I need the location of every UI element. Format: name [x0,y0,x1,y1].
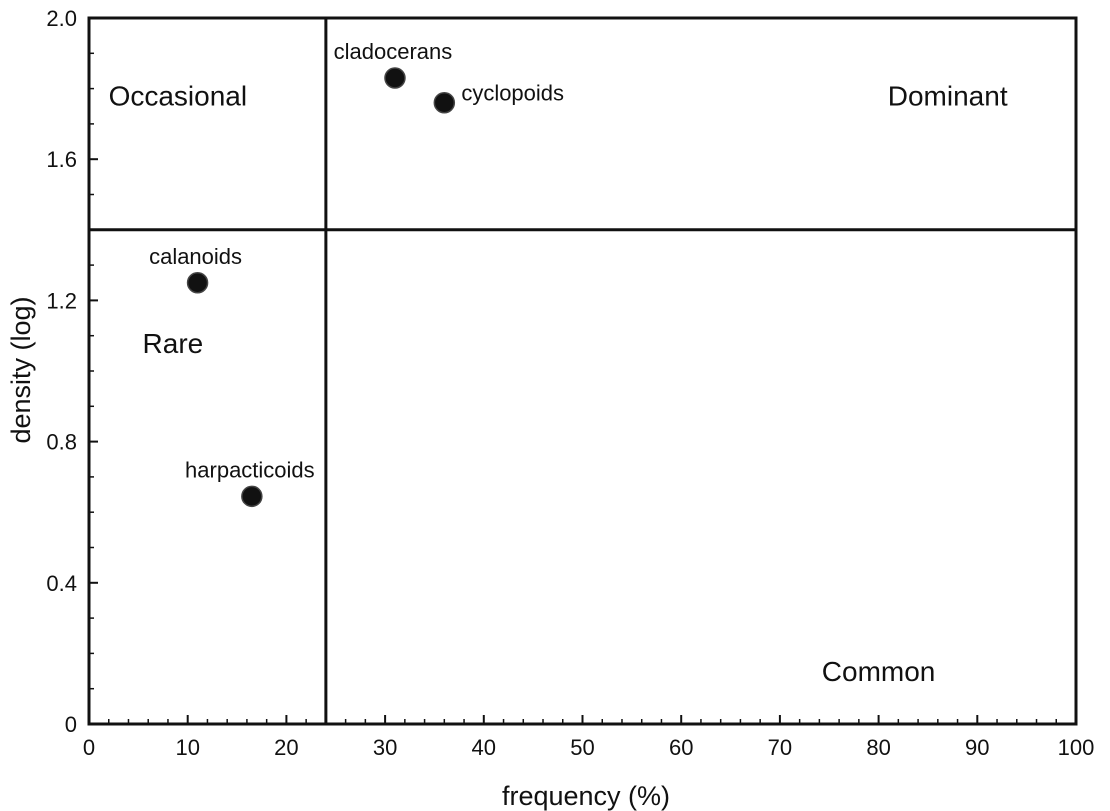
data-point-cladocerans [384,67,406,89]
plot-frame [87,16,1078,726]
y-tick-label: 1.2 [46,288,77,313]
region-label: Occasional [109,81,248,112]
x-tick-label: 70 [768,735,792,760]
x-tick-label: 50 [570,735,594,760]
region-label: Rare [143,328,204,359]
region-label: Common [822,656,936,687]
data-point-calanoids [186,272,209,294]
region-label: Dominant [888,81,1008,112]
plot-frame-group [87,16,1078,726]
point-label-cladocerans: cladocerans [334,39,453,64]
x-tick-label: 40 [472,735,496,760]
ticks-group: 0 10 20 30 40 50 60 70 80 90 100 0 0.4 0.8 1.2 1.6 2.0 [46,6,1094,760]
x-tick-label: 100 [1058,735,1095,760]
x-tick-label: 60 [669,735,693,760]
divider-lines-group [89,18,1076,724]
y-tick-label: 1.6 [46,147,77,172]
point-label-calanoids: calanoids [149,244,242,269]
y-tick-label: 0 [65,712,77,737]
x-tick-label: 20 [274,735,298,760]
x-tick-label: 0 [83,735,95,760]
data-points-group: cladocerans cyclopoids calanoids harpactico… [149,39,564,508]
y-axis-title: density (log) [6,296,36,443]
y-tick-label: 0.4 [46,571,77,596]
x-tick-label: 10 [175,735,199,760]
y-tick-label: 2.0 [46,6,77,31]
x-tick-label: 30 [373,735,397,760]
y-tick-label: 0.8 [46,430,77,455]
data-point-harpacticoids [241,485,263,508]
point-label-harpacticoids: harpacticoids [185,457,315,482]
data-point-cyclopoids [433,91,456,114]
x-tick-label: 90 [965,735,989,760]
point-label-cyclopoids: cyclopoids [461,81,564,106]
x-tick-label: 80 [866,735,890,760]
region-labels-group: Occasional Dominant Rare Common [109,81,1008,687]
x-axis-title: frequency (%) [502,781,670,811]
